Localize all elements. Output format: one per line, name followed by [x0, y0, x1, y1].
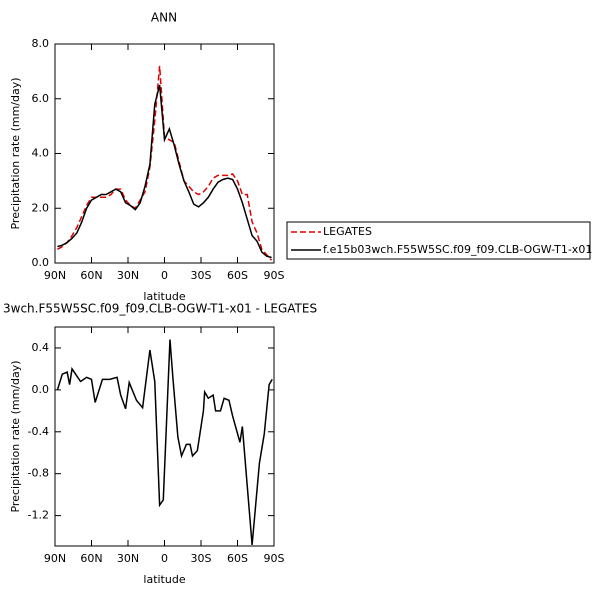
x-tick-label: 0 [161, 552, 168, 565]
x-axis-label: latitude [143, 290, 185, 303]
legend-label: LEGATES [323, 225, 372, 238]
x-tick-label: 90N [44, 552, 66, 565]
y-axis-label: Precipitation rate (mm/day) [9, 77, 22, 229]
x-tick-label: 30S [191, 552, 212, 565]
x-tick-label: 60S [227, 269, 248, 282]
y-tick-label: 6.0 [32, 92, 50, 105]
x-tick-label: 60N [80, 269, 102, 282]
legend-box [286, 221, 591, 260]
data-line [57, 84, 272, 259]
x-tick-label: 30N [117, 269, 139, 282]
chart-title: ANN [151, 11, 177, 25]
y-tick-label: 0.0 [32, 256, 50, 269]
x-tick-label: 90S [264, 269, 285, 282]
legend-label: f.e15b03wch.F55W5SC.f09_f09.CLB-OGW-T1-x… [323, 243, 592, 256]
x-tick-label: 0 [161, 269, 168, 282]
x-tick-label: 60S [227, 552, 248, 565]
x-axis-label: latitude [143, 573, 185, 586]
y-tick-label: 2.0 [32, 201, 50, 214]
y-tick-label: 0.4 [32, 341, 50, 354]
y-tick-label: 0.0 [32, 383, 50, 396]
chart-title: 3wch.F55W5SC.f09_f09.CLB-OGW-T1-x01 - LE… [3, 302, 317, 316]
x-tick-label: 90S [264, 552, 285, 565]
y-tick-label: -0.4 [28, 425, 49, 438]
x-tick-label: 90N [44, 269, 66, 282]
y-tick-label: 4.0 [32, 147, 50, 160]
x-tick-label: 30N [117, 552, 139, 565]
data-line [56, 339, 273, 546]
x-tick-label: 60N [80, 552, 102, 565]
y-tick-label: -1.2 [28, 509, 49, 522]
y-tick-label: 8.0 [32, 37, 50, 50]
y-tick-label: -0.8 [28, 467, 49, 480]
x-tick-label: 30S [191, 269, 212, 282]
y-axis-label: Precipitation rate (mm/day) [9, 360, 22, 512]
plot-frame [54, 43, 275, 264]
data-line [57, 65, 273, 261]
